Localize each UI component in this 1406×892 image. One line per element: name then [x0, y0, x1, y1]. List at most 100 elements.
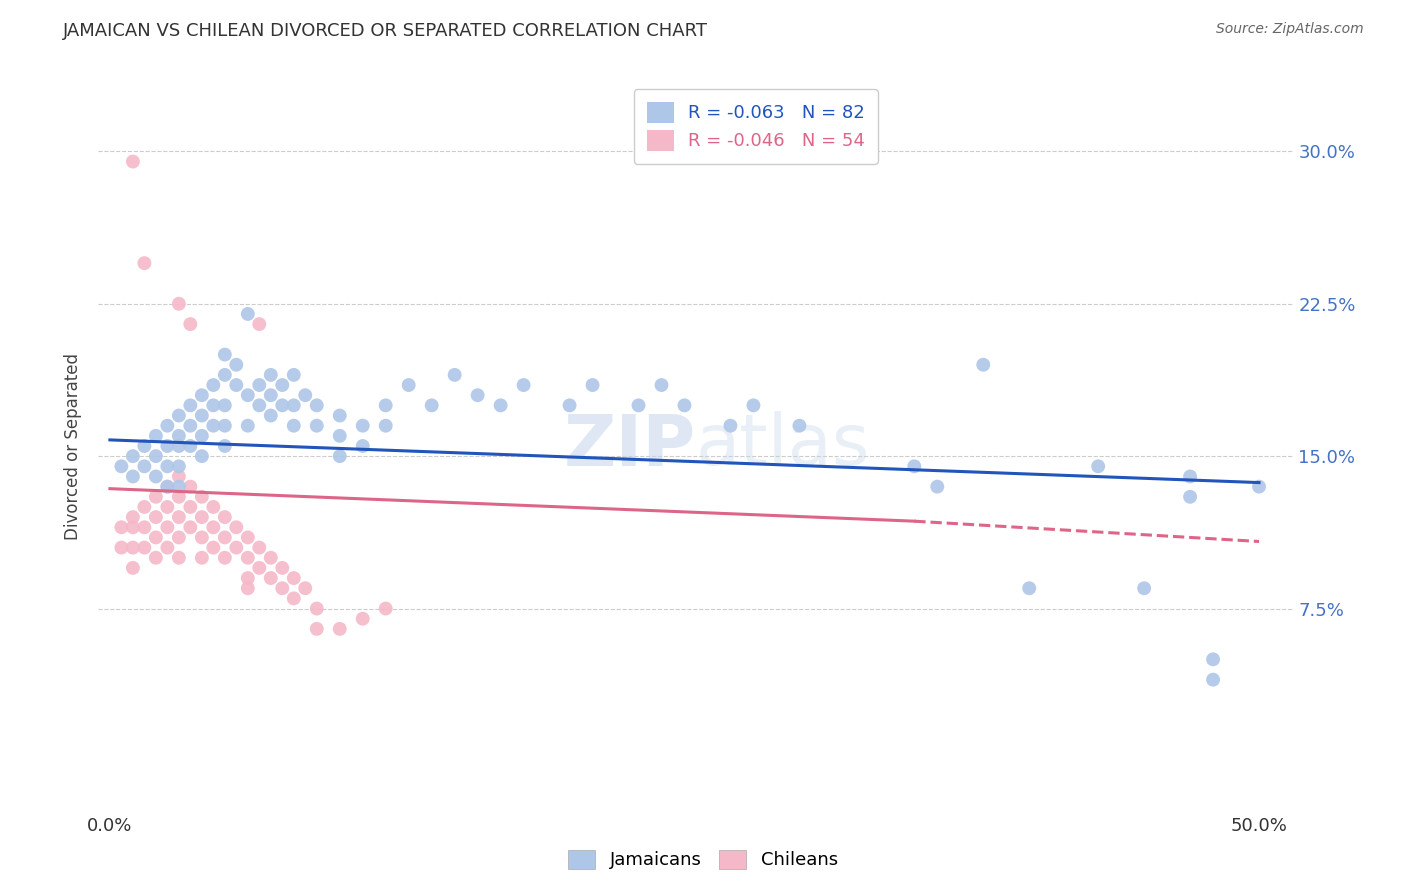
Point: [489, 398, 512, 412]
Point: [236, 581, 259, 595]
Point: [927, 480, 949, 494]
Point: [1247, 480, 1270, 494]
Point: [134, 256, 156, 270]
Point: [214, 510, 236, 524]
Point: [305, 418, 328, 433]
Point: [122, 520, 145, 534]
Point: [191, 388, 214, 402]
Point: [271, 581, 294, 595]
Point: [236, 418, 259, 433]
Point: [134, 500, 156, 514]
Point: [134, 541, 156, 555]
Point: [650, 378, 672, 392]
Point: [179, 480, 201, 494]
Point: [156, 500, 179, 514]
Point: [720, 418, 742, 433]
Text: Source: ZipAtlas.com: Source: ZipAtlas.com: [1216, 22, 1364, 37]
Legend: Jamaicans, Chileans: Jamaicans, Chileans: [560, 841, 846, 879]
Point: [110, 541, 132, 555]
Point: [191, 429, 214, 443]
Point: [283, 591, 305, 606]
Point: [191, 550, 214, 565]
Point: [225, 378, 247, 392]
Point: [167, 469, 190, 483]
Point: [134, 459, 156, 474]
Point: [145, 469, 167, 483]
Point: [247, 398, 270, 412]
Point: [179, 500, 201, 514]
Point: [110, 520, 132, 534]
Point: [179, 418, 201, 433]
Point: [202, 520, 225, 534]
Point: [789, 418, 811, 433]
Point: [156, 439, 179, 453]
Point: [398, 378, 420, 392]
Point: [167, 429, 190, 443]
Point: [214, 439, 236, 453]
Point: [271, 378, 294, 392]
Point: [283, 368, 305, 382]
Point: [167, 490, 190, 504]
Point: [305, 398, 328, 412]
Point: [1202, 652, 1225, 666]
Point: [202, 378, 225, 392]
Point: [283, 571, 305, 585]
Point: [972, 358, 994, 372]
Point: [167, 439, 190, 453]
Point: [214, 530, 236, 544]
Legend: R = -0.063   N = 82, R = -0.046   N = 54: R = -0.063 N = 82, R = -0.046 N = 54: [634, 89, 877, 163]
Point: [110, 459, 132, 474]
Point: [558, 398, 581, 412]
Point: [145, 449, 167, 463]
Point: [673, 398, 696, 412]
Point: [1133, 581, 1156, 595]
Point: [260, 571, 283, 585]
Point: [191, 409, 214, 423]
Point: [581, 378, 603, 392]
Point: [156, 520, 179, 534]
Point: [352, 418, 374, 433]
Point: [247, 561, 270, 575]
Text: atlas: atlas: [696, 411, 870, 481]
Point: [236, 388, 259, 402]
Point: [191, 510, 214, 524]
Point: [145, 490, 167, 504]
Point: [236, 550, 259, 565]
Point: [145, 550, 167, 565]
Point: [214, 398, 236, 412]
Point: [145, 530, 167, 544]
Point: [167, 297, 190, 311]
Point: [329, 622, 352, 636]
Point: [260, 368, 283, 382]
Point: [122, 449, 145, 463]
Point: [167, 510, 190, 524]
Point: [305, 601, 328, 615]
Point: [329, 449, 352, 463]
Point: [214, 348, 236, 362]
Point: [294, 388, 316, 402]
Point: [122, 541, 145, 555]
Point: [191, 490, 214, 504]
Point: [247, 541, 270, 555]
Point: [225, 541, 247, 555]
Point: [1202, 673, 1225, 687]
Point: [167, 459, 190, 474]
Point: [1087, 459, 1109, 474]
Point: [122, 510, 145, 524]
Point: [260, 550, 283, 565]
Point: [1018, 581, 1040, 595]
Point: [271, 561, 294, 575]
Point: [191, 530, 214, 544]
Point: [179, 317, 201, 331]
Point: [352, 439, 374, 453]
Point: [122, 154, 145, 169]
Y-axis label: Divorced or Separated: Divorced or Separated: [65, 352, 83, 540]
Point: [214, 550, 236, 565]
Point: [260, 388, 283, 402]
Point: [225, 520, 247, 534]
Point: [260, 409, 283, 423]
Point: [236, 307, 259, 321]
Point: [903, 459, 925, 474]
Point: [374, 418, 396, 433]
Point: [202, 500, 225, 514]
